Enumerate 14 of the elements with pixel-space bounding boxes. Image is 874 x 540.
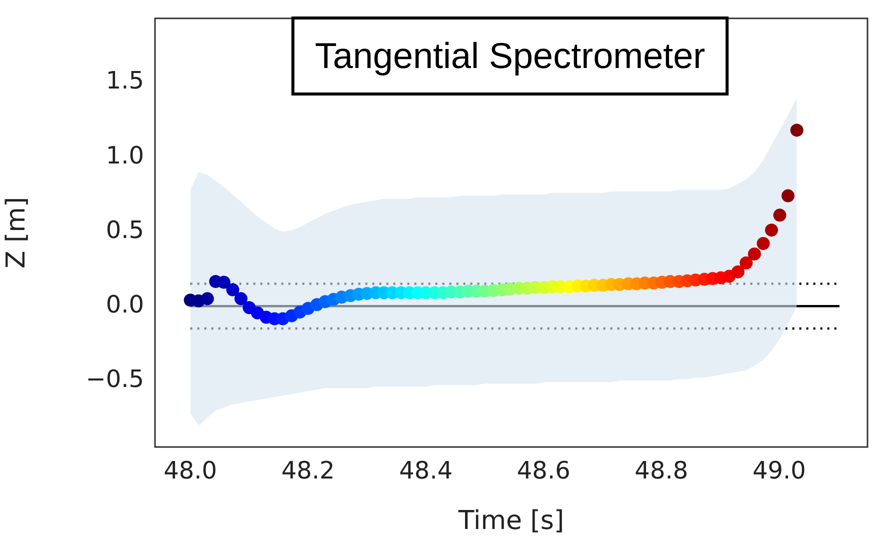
- y-tick-label: 0.5: [106, 216, 144, 244]
- y-tick-label: −0.5: [86, 364, 144, 393]
- y-axis-title: Z [m]: [1, 196, 32, 269]
- x-tick-label: 48.4: [399, 456, 453, 485]
- y-tick-label: 1.0: [106, 141, 144, 170]
- text: Tangential Spectrometer: [314, 34, 706, 76]
- y-tick-label: 1.5: [106, 66, 144, 95]
- y-tick-label: 0.0: [106, 290, 144, 318]
- x-axis-title: Time [s]: [457, 506, 564, 536]
- x-tick-label: 48.2: [281, 456, 335, 485]
- x-tick-label: 48.8: [634, 456, 688, 485]
- x-tick-label: 48.0: [164, 456, 218, 485]
- x-tick-label: 48.6: [516, 456, 570, 485]
- x-tick-label: 49.0: [752, 456, 806, 485]
